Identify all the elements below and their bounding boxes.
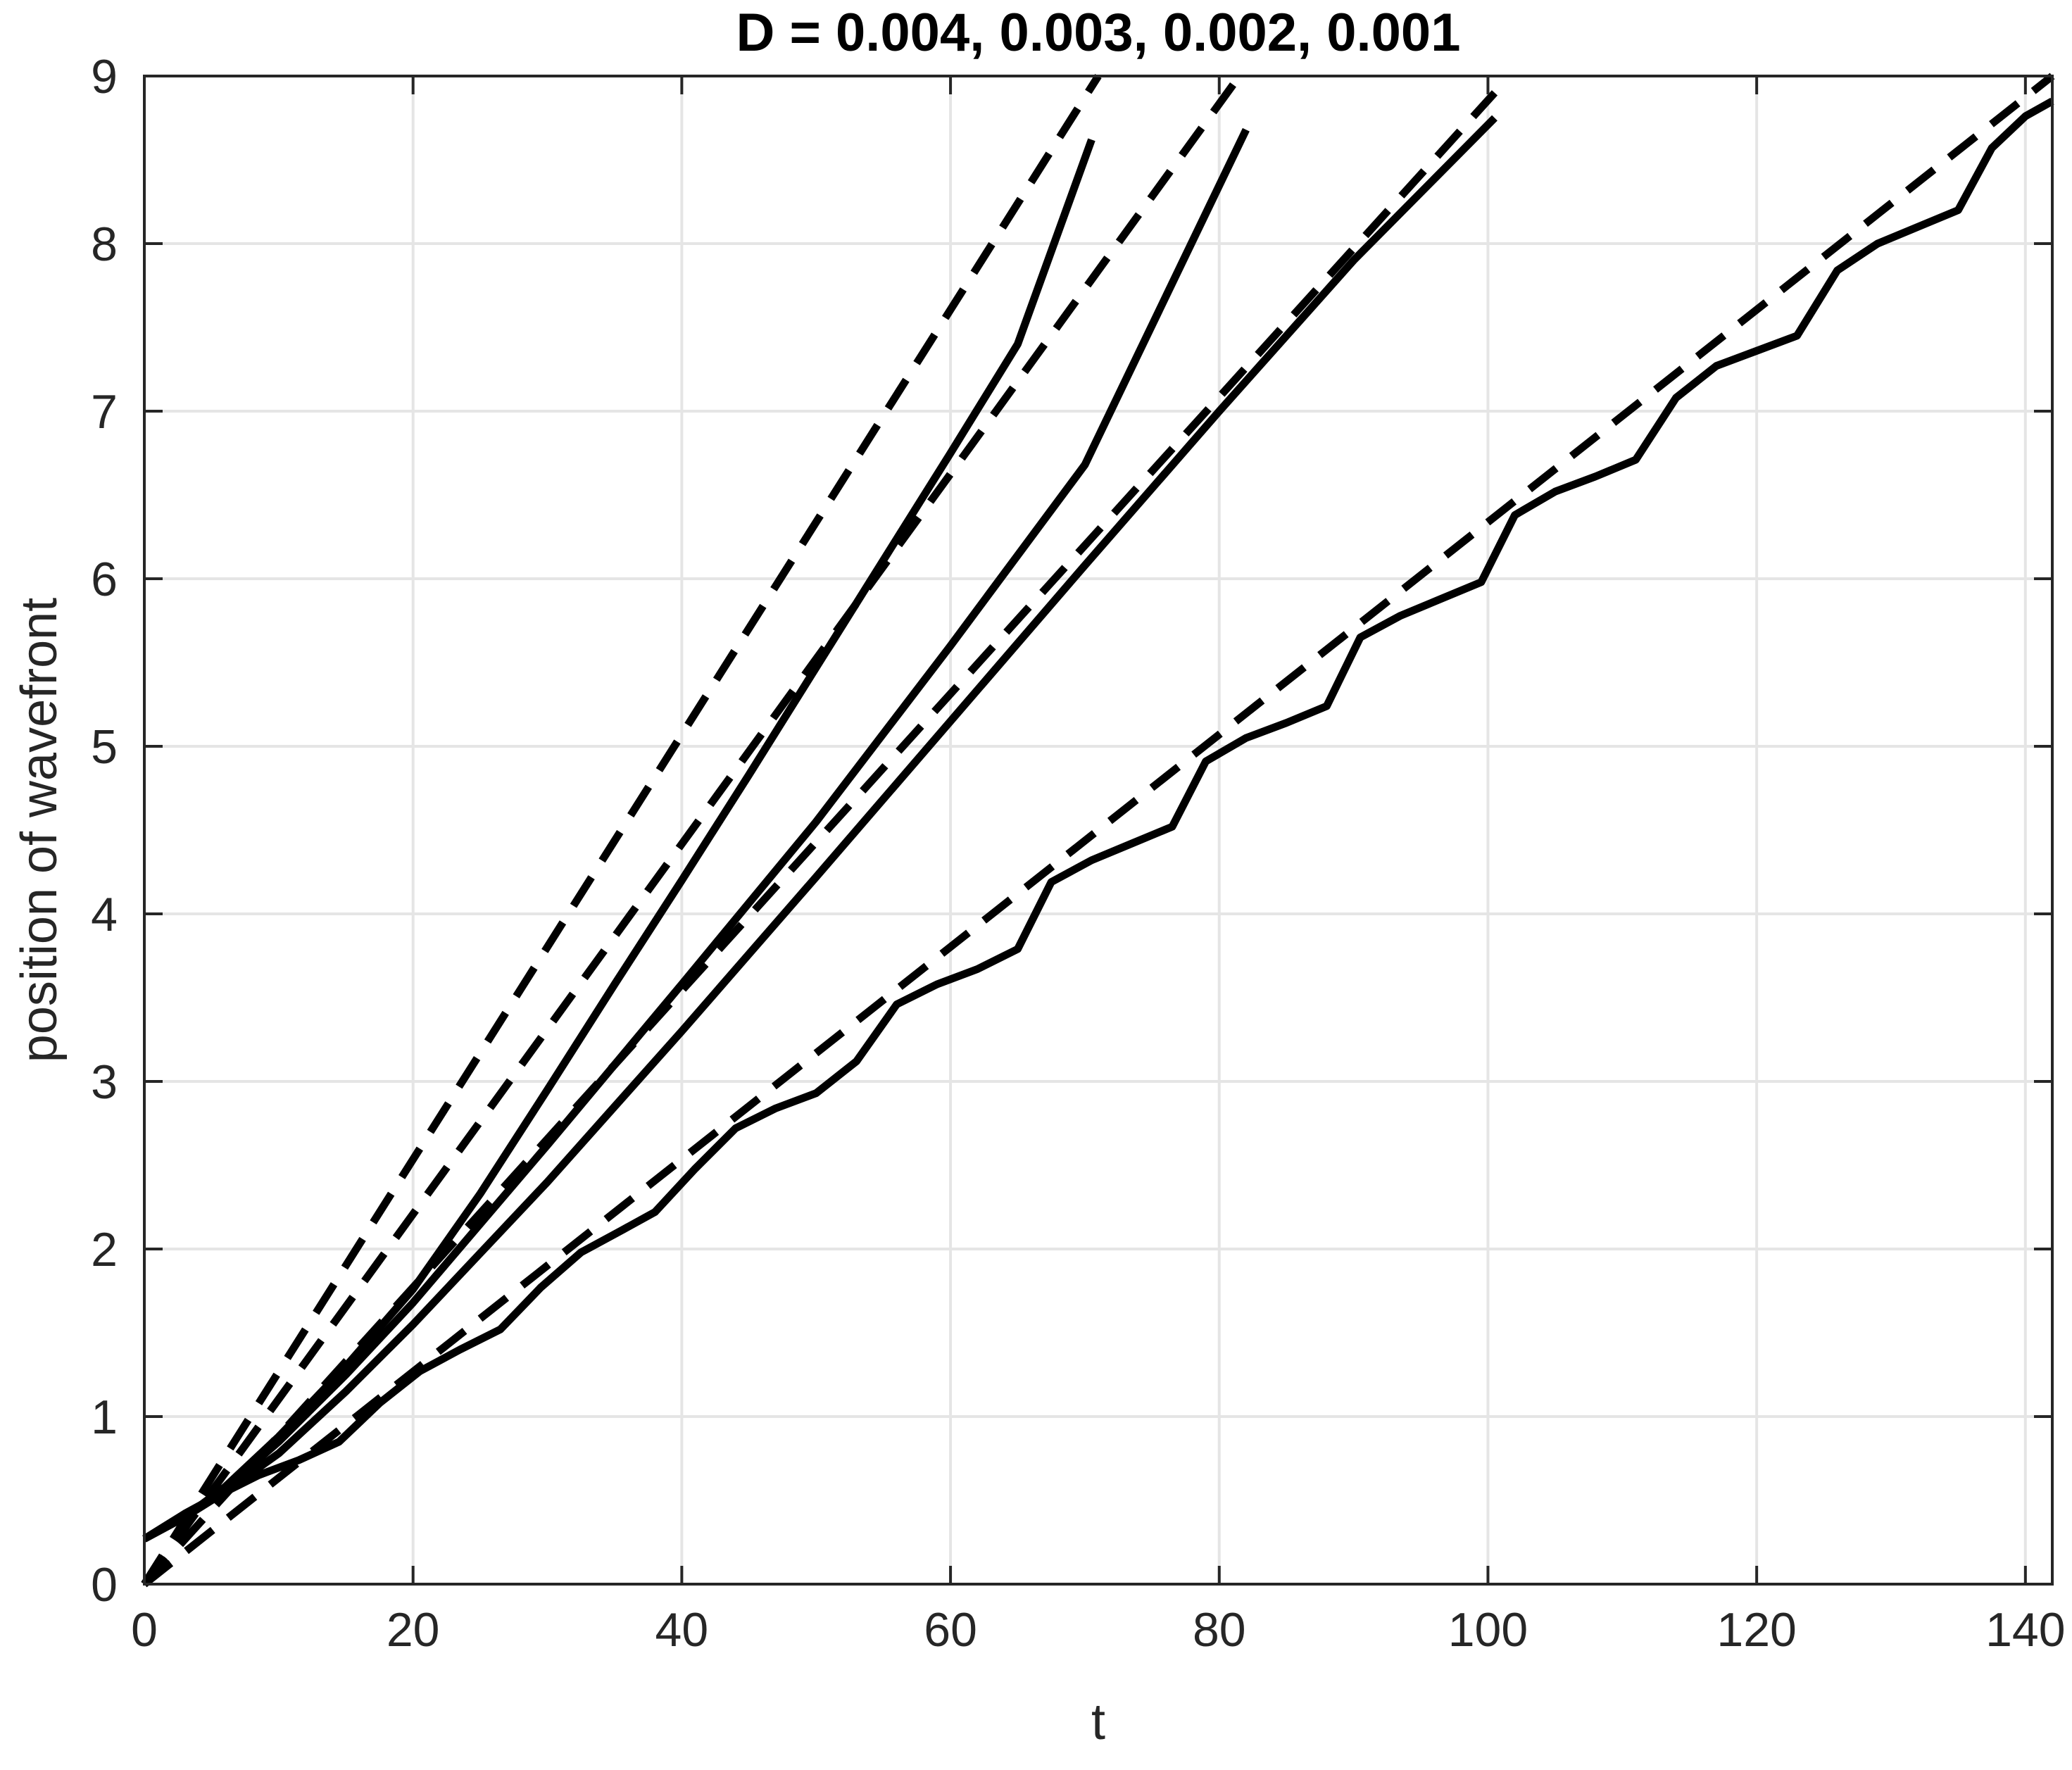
dashed-series-line-3 bbox=[141, 73, 1243, 1587]
y-tick-label: 5 bbox=[91, 720, 118, 774]
chart-title: D = 0.004, 0.003, 0.002, 0.001 bbox=[736, 3, 1461, 63]
y-tick-label: 7 bbox=[91, 385, 118, 439]
plot-frame bbox=[143, 75, 2054, 1586]
x-tick-label: 40 bbox=[655, 1603, 709, 1657]
x-tick-label: 20 bbox=[387, 1603, 440, 1657]
x-tick-label: 0 bbox=[131, 1603, 158, 1657]
y-tick-label: 2 bbox=[91, 1223, 118, 1276]
solid-series-line-8 bbox=[142, 97, 2054, 1543]
y-axis-label: position of wavefront bbox=[11, 598, 68, 1062]
x-axis-label: t bbox=[1091, 1694, 1105, 1750]
dashed-series-line-5 bbox=[141, 90, 1498, 1587]
y-tick-label: 3 bbox=[91, 1055, 118, 1109]
y-tick-label: 9 bbox=[91, 50, 118, 103]
y-tick-label: 4 bbox=[91, 888, 118, 941]
x-tick-label: 140 bbox=[1985, 1603, 2065, 1657]
dashed-series-line-1 bbox=[141, 74, 1102, 1586]
x-tick-label: 100 bbox=[1448, 1603, 1528, 1657]
y-tick-label: 8 bbox=[91, 218, 118, 271]
x-tick-label: 60 bbox=[924, 1603, 977, 1657]
y-tick-label: 6 bbox=[91, 553, 118, 606]
tick-layer: 0 20 40 60 80 100 120 140 0 1 2 3 4 5 6 7 8 9 bbox=[91, 50, 2065, 1657]
y-tick-label: 0 bbox=[91, 1558, 118, 1612]
x-tick-label: 120 bbox=[1716, 1603, 1796, 1657]
x-tick-label: 80 bbox=[1193, 1603, 1246, 1657]
dashed-series-line-7 bbox=[142, 73, 2055, 1588]
series-layer bbox=[141, 73, 2055, 1588]
y-tick-label: 1 bbox=[91, 1391, 118, 1444]
